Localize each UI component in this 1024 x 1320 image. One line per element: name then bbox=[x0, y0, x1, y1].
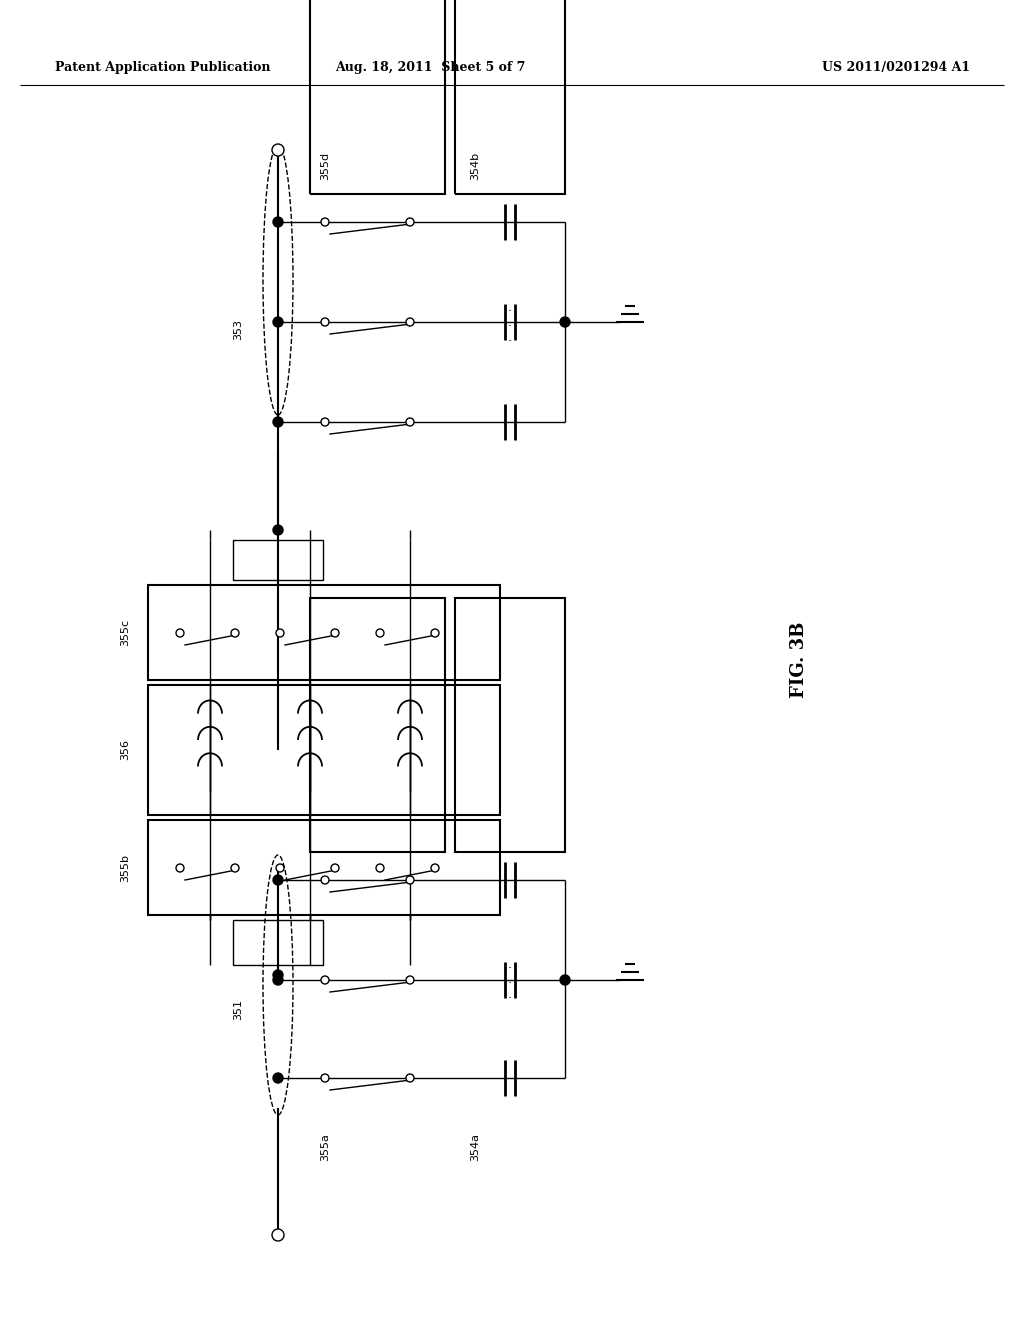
Text: 354a: 354a bbox=[470, 1133, 480, 1162]
Text: 351: 351 bbox=[233, 999, 243, 1020]
Text: ·
·
·: · · · bbox=[508, 305, 512, 348]
Bar bbox=[233, 540, 323, 579]
Circle shape bbox=[176, 630, 184, 638]
Circle shape bbox=[276, 865, 284, 873]
Text: 356: 356 bbox=[120, 739, 130, 760]
Circle shape bbox=[231, 630, 239, 638]
Circle shape bbox=[321, 975, 329, 983]
Bar bbox=[310, 0, 445, 194]
Circle shape bbox=[273, 317, 283, 327]
Circle shape bbox=[273, 417, 283, 426]
Circle shape bbox=[406, 975, 414, 983]
Circle shape bbox=[273, 525, 283, 535]
Bar bbox=[233, 920, 323, 965]
Text: FIG. 3B: FIG. 3B bbox=[790, 622, 808, 698]
Circle shape bbox=[406, 218, 414, 226]
Circle shape bbox=[273, 975, 283, 985]
Circle shape bbox=[273, 875, 283, 884]
Bar bbox=[148, 685, 500, 814]
Text: ·
·
·: · · · bbox=[508, 962, 512, 1006]
Circle shape bbox=[321, 318, 329, 326]
Circle shape bbox=[560, 975, 570, 985]
Text: US 2011/0201294 A1: US 2011/0201294 A1 bbox=[822, 62, 970, 74]
Text: Aug. 18, 2011  Sheet 5 of 7: Aug. 18, 2011 Sheet 5 of 7 bbox=[335, 62, 525, 74]
Circle shape bbox=[331, 630, 339, 638]
Circle shape bbox=[406, 418, 414, 426]
Circle shape bbox=[272, 144, 284, 156]
Circle shape bbox=[273, 216, 283, 227]
Circle shape bbox=[321, 876, 329, 884]
Circle shape bbox=[276, 630, 284, 638]
Bar bbox=[455, 598, 565, 851]
Circle shape bbox=[406, 1074, 414, 1082]
Text: 355b: 355b bbox=[120, 854, 130, 882]
Circle shape bbox=[231, 865, 239, 873]
Circle shape bbox=[376, 865, 384, 873]
Circle shape bbox=[273, 970, 283, 979]
Circle shape bbox=[321, 1074, 329, 1082]
Circle shape bbox=[431, 630, 439, 638]
Text: 355d: 355d bbox=[319, 152, 330, 180]
Text: 354b: 354b bbox=[470, 152, 480, 180]
Bar bbox=[455, 0, 565, 194]
Circle shape bbox=[560, 317, 570, 327]
Text: 355a: 355a bbox=[319, 1133, 330, 1160]
Circle shape bbox=[406, 876, 414, 884]
Bar bbox=[148, 820, 500, 915]
Circle shape bbox=[331, 865, 339, 873]
Text: 353: 353 bbox=[233, 319, 243, 341]
Circle shape bbox=[321, 218, 329, 226]
Circle shape bbox=[272, 1229, 284, 1241]
Bar bbox=[148, 585, 500, 680]
Circle shape bbox=[321, 418, 329, 426]
Circle shape bbox=[273, 1073, 283, 1082]
Text: 355c: 355c bbox=[120, 619, 130, 645]
Bar bbox=[310, 598, 445, 851]
Circle shape bbox=[406, 318, 414, 326]
Circle shape bbox=[431, 865, 439, 873]
Text: Patent Application Publication: Patent Application Publication bbox=[55, 62, 270, 74]
Circle shape bbox=[376, 630, 384, 638]
Circle shape bbox=[176, 865, 184, 873]
